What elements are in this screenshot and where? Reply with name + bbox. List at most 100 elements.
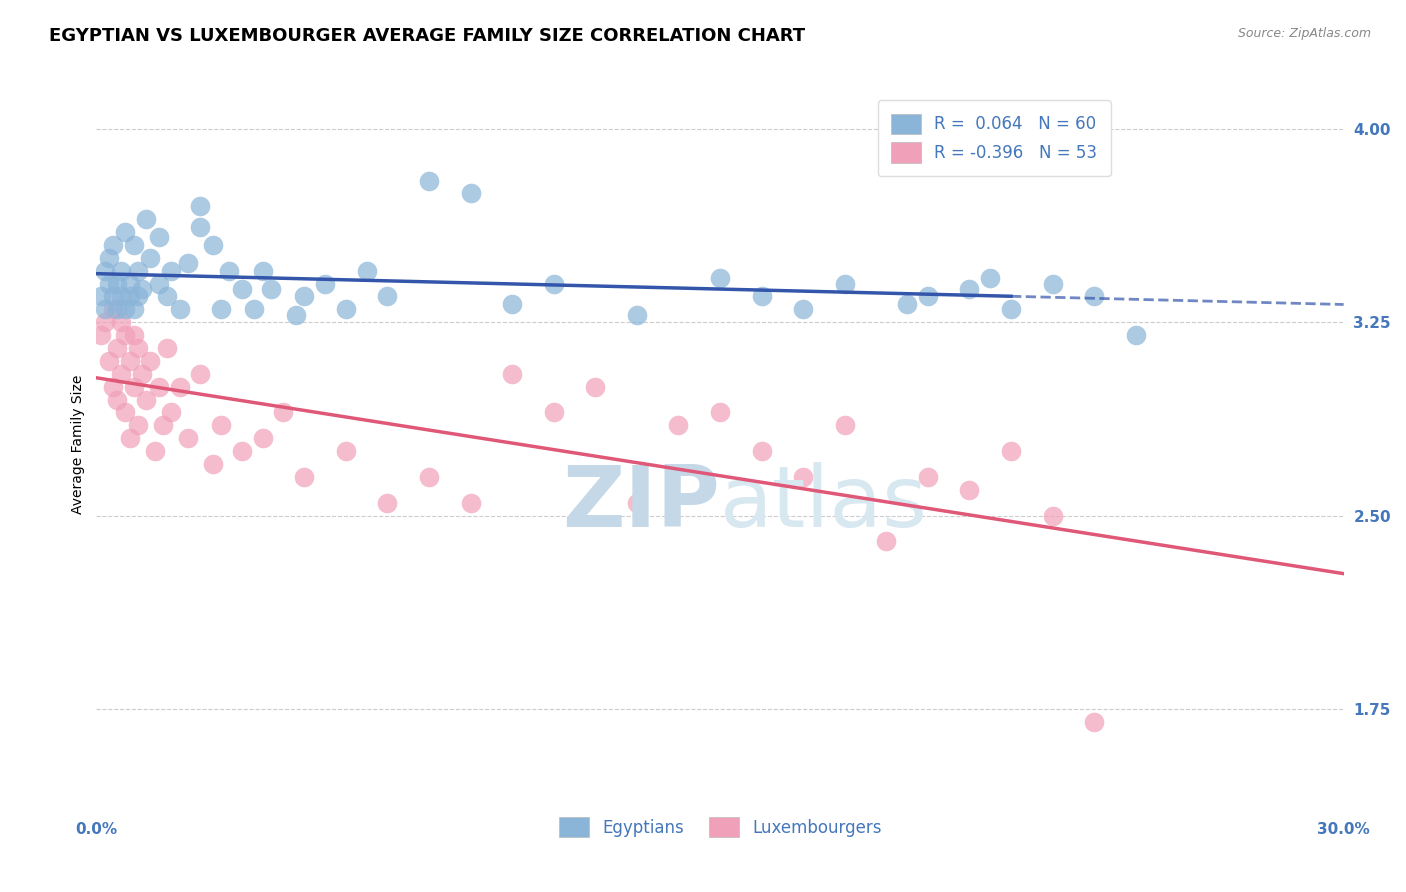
- Point: [127, 418, 149, 433]
- Point: [105, 277, 128, 291]
- Point: [105, 341, 128, 355]
- Point: [148, 277, 170, 291]
- Point: [93, 315, 115, 329]
- Point: [122, 238, 145, 252]
- Point: [792, 302, 814, 317]
- Y-axis label: Average Family Size: Average Family Size: [72, 375, 86, 515]
- Point: [118, 354, 141, 368]
- Point: [292, 470, 315, 484]
- Point: [377, 289, 399, 303]
- Point: [122, 328, 145, 343]
- Point: [97, 277, 120, 291]
- Point: [118, 277, 141, 291]
- Point: [148, 230, 170, 244]
- Point: [335, 444, 357, 458]
- Point: [1125, 328, 1147, 343]
- Point: [139, 251, 162, 265]
- Point: [169, 379, 191, 393]
- Point: [105, 392, 128, 407]
- Point: [1000, 444, 1022, 458]
- Point: [139, 354, 162, 368]
- Point: [188, 219, 211, 234]
- Point: [177, 256, 200, 270]
- Point: [668, 418, 690, 433]
- Point: [292, 289, 315, 303]
- Point: [114, 225, 136, 239]
- Point: [122, 302, 145, 317]
- Point: [1042, 508, 1064, 523]
- Point: [709, 271, 731, 285]
- Point: [110, 289, 132, 303]
- Point: [709, 405, 731, 419]
- Point: [875, 534, 897, 549]
- Point: [122, 379, 145, 393]
- Point: [959, 483, 981, 497]
- Point: [114, 302, 136, 317]
- Point: [156, 341, 179, 355]
- Point: [110, 367, 132, 381]
- Point: [460, 186, 482, 201]
- Point: [583, 379, 606, 393]
- Text: ZIP: ZIP: [562, 462, 720, 545]
- Point: [751, 444, 773, 458]
- Point: [127, 289, 149, 303]
- Point: [89, 328, 111, 343]
- Point: [1083, 289, 1105, 303]
- Point: [751, 289, 773, 303]
- Point: [118, 431, 141, 445]
- Point: [1083, 714, 1105, 729]
- Point: [110, 263, 132, 277]
- Point: [101, 302, 124, 317]
- Point: [273, 405, 295, 419]
- Point: [148, 379, 170, 393]
- Point: [418, 470, 440, 484]
- Point: [218, 263, 240, 277]
- Point: [127, 263, 149, 277]
- Text: Source: ZipAtlas.com: Source: ZipAtlas.com: [1237, 27, 1371, 40]
- Point: [834, 277, 856, 291]
- Point: [114, 328, 136, 343]
- Point: [231, 444, 253, 458]
- Point: [131, 282, 153, 296]
- Point: [110, 315, 132, 329]
- Point: [418, 173, 440, 187]
- Point: [626, 308, 648, 322]
- Point: [356, 263, 378, 277]
- Point: [917, 289, 939, 303]
- Point: [114, 405, 136, 419]
- Text: atlas: atlas: [720, 462, 928, 545]
- Point: [460, 495, 482, 509]
- Point: [169, 302, 191, 317]
- Legend: Egyptians, Luxembourgers: Egyptians, Luxembourgers: [553, 810, 889, 844]
- Point: [626, 495, 648, 509]
- Point: [252, 263, 274, 277]
- Point: [105, 302, 128, 317]
- Point: [792, 470, 814, 484]
- Point: [135, 392, 157, 407]
- Point: [89, 289, 111, 303]
- Point: [209, 418, 232, 433]
- Point: [118, 289, 141, 303]
- Point: [959, 282, 981, 296]
- Point: [127, 341, 149, 355]
- Point: [177, 431, 200, 445]
- Point: [543, 277, 565, 291]
- Point: [143, 444, 166, 458]
- Point: [284, 308, 307, 322]
- Point: [1042, 277, 1064, 291]
- Point: [979, 271, 1001, 285]
- Point: [101, 238, 124, 252]
- Point: [188, 199, 211, 213]
- Point: [543, 405, 565, 419]
- Point: [135, 212, 157, 227]
- Point: [252, 431, 274, 445]
- Point: [152, 418, 174, 433]
- Point: [501, 297, 523, 311]
- Point: [97, 354, 120, 368]
- Point: [1000, 302, 1022, 317]
- Point: [93, 263, 115, 277]
- Point: [260, 282, 283, 296]
- Point: [188, 367, 211, 381]
- Point: [160, 405, 183, 419]
- Point: [131, 367, 153, 381]
